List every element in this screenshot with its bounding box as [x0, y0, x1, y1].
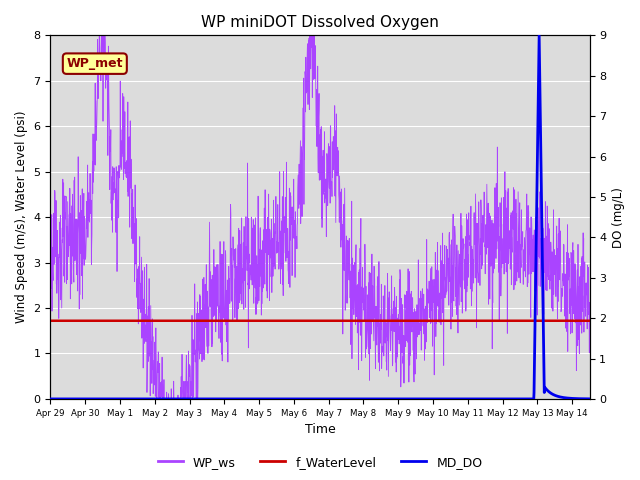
Y-axis label: DO (mg/L): DO (mg/L)	[612, 187, 625, 248]
Title: WP miniDOT Dissolved Oxygen: WP miniDOT Dissolved Oxygen	[201, 15, 439, 30]
Legend: WP_ws, f_WaterLevel, MD_DO: WP_ws, f_WaterLevel, MD_DO	[152, 451, 488, 474]
Y-axis label: Wind Speed (m/s), Water Level (psi): Wind Speed (m/s), Water Level (psi)	[15, 111, 28, 324]
X-axis label: Time: Time	[305, 423, 335, 436]
Text: WP_met: WP_met	[67, 57, 123, 70]
